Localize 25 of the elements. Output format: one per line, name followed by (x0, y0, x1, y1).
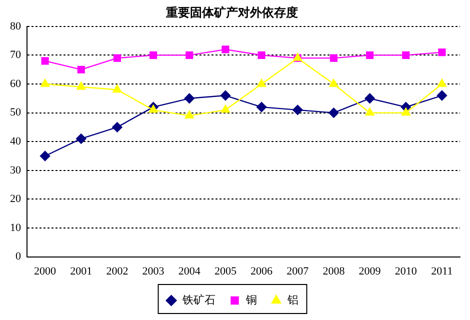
x-tick-label: 2006 (250, 265, 274, 278)
y-tick-label: 10 (10, 222, 22, 234)
y-tick-label: 70 (10, 49, 22, 62)
x-tick-label: 2008 (322, 265, 346, 278)
y-tick-label: 80 (10, 20, 22, 32)
y-tick-label: 60 (10, 78, 22, 90)
legend-label: 铝 (286, 293, 298, 306)
y-tick-label: 50 (10, 106, 22, 119)
y-tick-label: 30 (10, 164, 22, 176)
x-tick-label: 2005 (214, 265, 237, 278)
x-tick-label: 2003 (142, 265, 165, 278)
y-tick-label: 40 (10, 135, 22, 148)
x-tick-label: 2002 (106, 265, 128, 278)
x-tick-label: 2010 (394, 265, 418, 278)
legend-label: 铁矿石 (181, 293, 216, 306)
y-tick-label: 20 (10, 193, 22, 206)
x-tick-label: 2007 (286, 265, 310, 278)
x-tick-label: 2011 (431, 265, 453, 278)
chart-title: 重要固体矿产对外依存度 (165, 5, 298, 20)
y-tick-label: 0 (16, 250, 22, 263)
x-tick-label: 2004 (178, 265, 201, 278)
x-tick-label: 2009 (358, 265, 382, 278)
x-tick-label: 2000 (34, 265, 57, 278)
x-tick-label: 2001 (70, 265, 92, 278)
legend-label: 铜 (244, 293, 257, 306)
